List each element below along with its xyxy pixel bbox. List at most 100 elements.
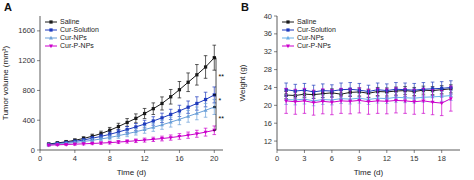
error-bar [321, 89, 325, 114]
significance-label: ** [219, 115, 225, 122]
data-point [394, 99, 398, 103]
y-tick-label: 12 [264, 137, 272, 146]
x-tick-label: 3 [302, 154, 306, 163]
y-axis-label: Weight (g) [238, 64, 247, 101]
legend-label: Saline [297, 18, 317, 25]
error-bar [376, 88, 380, 113]
error-bar [195, 107, 199, 120]
series [284, 86, 453, 115]
y-tick-label: 800 [22, 86, 35, 95]
error-bar [178, 134, 182, 140]
data-point [55, 143, 59, 147]
y-tick-label: 32 [264, 47, 272, 56]
data-point [367, 100, 371, 104]
data-point [99, 142, 103, 146]
data-point [431, 101, 435, 105]
error-bar [117, 141, 121, 144]
data-point [152, 107, 155, 110]
y-tick-label: 20 [264, 101, 272, 110]
data-point [82, 142, 86, 146]
error-bar [284, 88, 288, 113]
data-point [108, 141, 112, 145]
legend-label: Cur-Solution [60, 26, 99, 33]
data-point [90, 142, 94, 146]
significance-bracket [213, 107, 216, 130]
data-point [125, 140, 129, 144]
data-point [376, 99, 380, 103]
x-tick [74, 150, 75, 153]
error-bar [90, 142, 94, 144]
legend-marker [286, 45, 290, 49]
error-bar [125, 119, 129, 127]
data-point [302, 99, 306, 103]
error-bar [169, 89, 173, 104]
legend-label: Cur-NPs [60, 34, 87, 41]
error-bar [204, 103, 208, 117]
x-tick [359, 150, 360, 153]
y-tick [37, 30, 40, 31]
data-point [204, 65, 207, 68]
error-bar [134, 128, 138, 135]
error-bar [178, 114, 182, 125]
data-point [385, 100, 389, 104]
data-point [195, 102, 198, 105]
y-tick [274, 16, 277, 17]
error-bar [151, 103, 155, 115]
data-point [421, 99, 425, 103]
y-tick [274, 141, 277, 142]
error-bar [178, 82, 182, 98]
error-bar [367, 89, 371, 114]
error-bar [412, 89, 416, 114]
data-point [178, 88, 181, 91]
x-tick [414, 150, 415, 153]
x-tick-label: 9 [357, 154, 361, 163]
legend-marker [49, 28, 52, 31]
data-point [204, 108, 208, 112]
data-point [160, 137, 164, 141]
significance-bracket [213, 58, 216, 95]
y-tick [274, 51, 277, 52]
y-tick [37, 90, 40, 91]
error-bar [143, 108, 147, 118]
y-tick-label: 28 [264, 65, 272, 74]
significance-bracket [213, 95, 216, 107]
legend: SalineCur-SolutionCur-NPsCur-P-NPs [282, 18, 336, 49]
data-point [47, 144, 51, 148]
data-point [357, 99, 361, 103]
data-point [134, 125, 137, 128]
error-bar [117, 133, 121, 138]
data-point [187, 106, 190, 109]
legend-label: Cur-P-NPs [60, 42, 94, 49]
x-tick-label: 16 [175, 154, 183, 163]
error-bar [169, 117, 173, 127]
data-point [440, 102, 444, 106]
error-bar [151, 123, 155, 131]
x-axis-label: Time (d) [354, 168, 384, 177]
data-point [126, 121, 129, 124]
data-point [177, 135, 181, 139]
y-axis-label: Tumor volume (mm³) [1, 45, 10, 120]
legend-marker [286, 28, 289, 31]
error-bar [143, 126, 147, 133]
error-bar [125, 131, 129, 137]
y-tick-label: 0 [31, 146, 35, 155]
x-tick-label: 18 [438, 154, 446, 163]
significance-label: ** [219, 73, 225, 80]
error-bar [99, 142, 103, 145]
data-point [169, 120, 173, 124]
error-bar [294, 89, 298, 114]
data-point [169, 136, 173, 140]
error-bar [422, 88, 426, 113]
y-tick-label: 40 [264, 12, 272, 21]
data-point [143, 122, 146, 125]
legend-label: Cur-NPs [297, 34, 324, 41]
series-line [49, 107, 215, 145]
error-bar [195, 65, 199, 86]
x-tick-label: 0 [38, 154, 42, 163]
data-point [177, 117, 181, 121]
data-point [116, 134, 120, 138]
y-axis-line [277, 16, 278, 150]
y-tick-label: 16 [264, 119, 272, 128]
error-bar [151, 137, 155, 141]
error-bar [385, 89, 389, 114]
